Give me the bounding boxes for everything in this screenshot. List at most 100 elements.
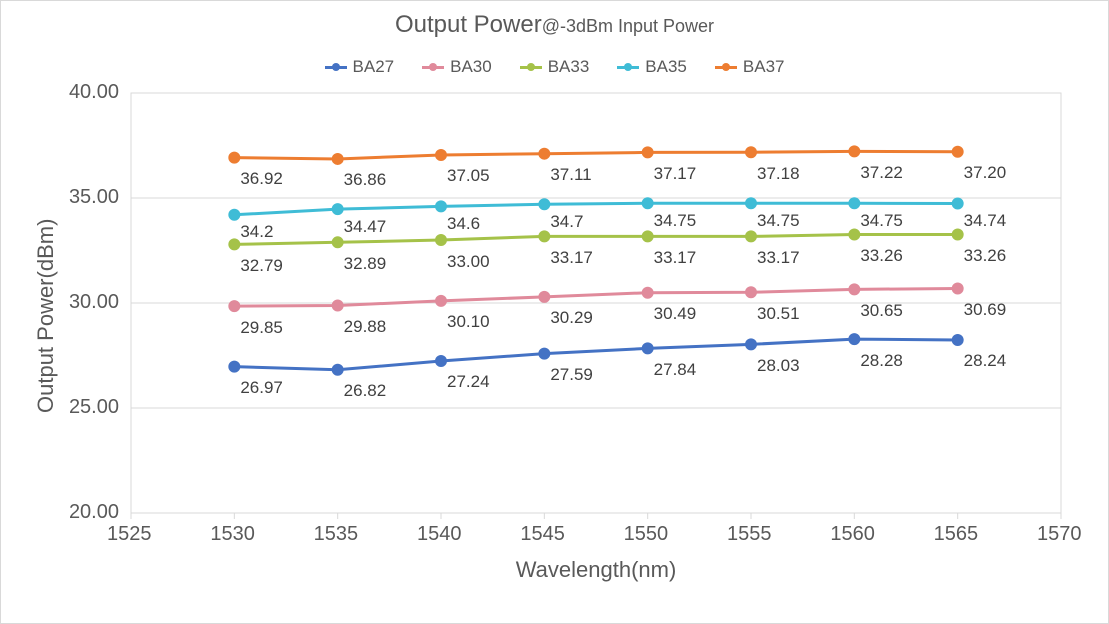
data-label-ba33: 32.79 — [240, 256, 283, 276]
data-label-ba30: 30.10 — [447, 312, 490, 332]
data-label-ba35: 34.47 — [344, 217, 387, 237]
legend-swatch-ba37 — [715, 63, 737, 71]
data-label-ba35: 34.75 — [654, 211, 697, 231]
y-tick-label: 40.00 — [69, 81, 119, 104]
legend-swatch-ba35 — [617, 63, 639, 71]
legend-item-ba33: BA33 — [520, 57, 590, 77]
data-label-ba35: 34.2 — [240, 222, 273, 242]
data-label-ba37: 37.22 — [860, 163, 903, 183]
series-point-ba30 — [333, 301, 343, 311]
legend-swatch-ba30 — [422, 63, 444, 71]
data-label-ba27: 26.82 — [344, 381, 387, 401]
legend-label-ba37: BA37 — [743, 57, 785, 77]
data-label-ba35: 34.7 — [550, 212, 583, 232]
legend-swatch-ba33 — [520, 63, 542, 71]
series-point-ba27 — [333, 365, 343, 375]
series-point-ba35 — [333, 204, 343, 214]
series-point-ba27 — [953, 335, 963, 345]
legend-item-ba35: BA35 — [617, 57, 687, 77]
legend-label-ba27: BA27 — [353, 57, 395, 77]
y-tick-label: 35.00 — [69, 186, 119, 209]
data-label-ba33: 33.17 — [550, 248, 593, 268]
x-tick-label: 1560 — [830, 523, 875, 546]
series-point-ba35 — [436, 201, 446, 211]
data-label-ba27: 26.97 — [240, 378, 283, 398]
data-label-ba27: 27.24 — [447, 372, 490, 392]
series-point-ba35 — [746, 198, 756, 208]
series-point-ba33 — [229, 239, 239, 249]
series-point-ba27 — [746, 339, 756, 349]
data-label-ba30: 30.65 — [860, 301, 903, 321]
legend-label-ba30: BA30 — [450, 57, 492, 77]
series-point-ba33 — [849, 230, 859, 240]
series-point-ba35 — [539, 199, 549, 209]
chart-container: Output Power@-3dBm Input Power BA27BA30B… — [0, 0, 1109, 624]
chart-title: Output Power@-3dBm Input Power — [1, 11, 1108, 39]
data-label-ba35: 34.74 — [964, 211, 1007, 231]
series-point-ba35 — [849, 198, 859, 208]
data-label-ba37: 37.18 — [757, 164, 800, 184]
chart-title-sub: @-3dBm Input Power — [542, 16, 714, 36]
x-tick-label: 1570 — [1037, 523, 1082, 546]
chart-title-main: Output Power — [395, 11, 542, 38]
series-point-ba27 — [539, 349, 549, 359]
series-point-ba37 — [953, 147, 963, 157]
series-point-ba30 — [436, 296, 446, 306]
data-label-ba37: 37.11 — [550, 165, 591, 185]
data-label-ba27: 28.28 — [860, 351, 903, 371]
data-label-ba35: 34.75 — [757, 211, 800, 231]
y-tick-label: 30.00 — [69, 291, 119, 314]
series-point-ba35 — [229, 210, 239, 220]
legend-swatch-ba27 — [325, 63, 347, 71]
x-tick-label: 1530 — [210, 523, 255, 546]
series-point-ba30 — [643, 288, 653, 298]
series-point-ba37 — [436, 150, 446, 160]
data-label-ba33: 33.26 — [860, 246, 903, 266]
data-label-ba30: 30.29 — [550, 308, 593, 328]
data-label-ba35: 34.6 — [447, 214, 480, 234]
data-label-ba37: 36.92 — [240, 169, 283, 189]
legend-item-ba37: BA37 — [715, 57, 785, 77]
data-label-ba37: 37.05 — [447, 166, 490, 186]
series-point-ba33 — [333, 237, 343, 247]
data-label-ba33: 32.89 — [344, 254, 387, 274]
series-point-ba30 — [849, 284, 859, 294]
data-label-ba30: 29.88 — [344, 317, 387, 337]
legend-label-ba33: BA33 — [548, 57, 590, 77]
data-label-ba27: 28.03 — [757, 356, 800, 376]
data-label-ba33: 33.17 — [757, 248, 800, 268]
x-tick-label: 1555 — [727, 523, 772, 546]
series-point-ba33 — [953, 230, 963, 240]
legend-item-ba30: BA30 — [422, 57, 492, 77]
data-label-ba37: 37.17 — [654, 164, 697, 184]
series-point-ba27 — [643, 343, 653, 353]
series-line-ba27 — [234, 339, 957, 370]
data-label-ba33: 33.17 — [654, 248, 697, 268]
series-point-ba27 — [849, 334, 859, 344]
series-point-ba27 — [436, 356, 446, 366]
series-point-ba33 — [746, 231, 756, 241]
series-point-ba30 — [229, 301, 239, 311]
x-tick-label: 1540 — [417, 523, 462, 546]
x-axis-title: Wavelength(nm) — [131, 557, 1061, 583]
data-label-ba30: 30.69 — [964, 300, 1007, 320]
legend: BA27 BA30 BA33 BA35 BA37 — [1, 57, 1108, 77]
x-tick-label: 1535 — [314, 523, 359, 546]
legend-label-ba35: BA35 — [645, 57, 687, 77]
data-label-ba30: 30.51 — [757, 304, 800, 324]
plot-svg — [131, 93, 1061, 513]
series-point-ba30 — [746, 287, 756, 297]
series-point-ba37 — [643, 147, 653, 157]
series-point-ba33 — [539, 231, 549, 241]
y-tick-label: 20.00 — [69, 501, 119, 524]
data-label-ba33: 33.26 — [964, 246, 1007, 266]
series-point-ba30 — [539, 292, 549, 302]
data-label-ba27: 28.24 — [964, 351, 1007, 371]
data-label-ba35: 34.75 — [860, 211, 903, 231]
plot-area: 26.9726.8227.2427.5927.8428.0328.2828.24… — [131, 93, 1061, 513]
data-label-ba37: 37.20 — [964, 163, 1007, 183]
x-tick-label: 1525 — [107, 523, 152, 546]
data-label-ba30: 30.49 — [654, 304, 697, 324]
x-tick-label: 1545 — [520, 523, 565, 546]
series-point-ba30 — [953, 284, 963, 294]
